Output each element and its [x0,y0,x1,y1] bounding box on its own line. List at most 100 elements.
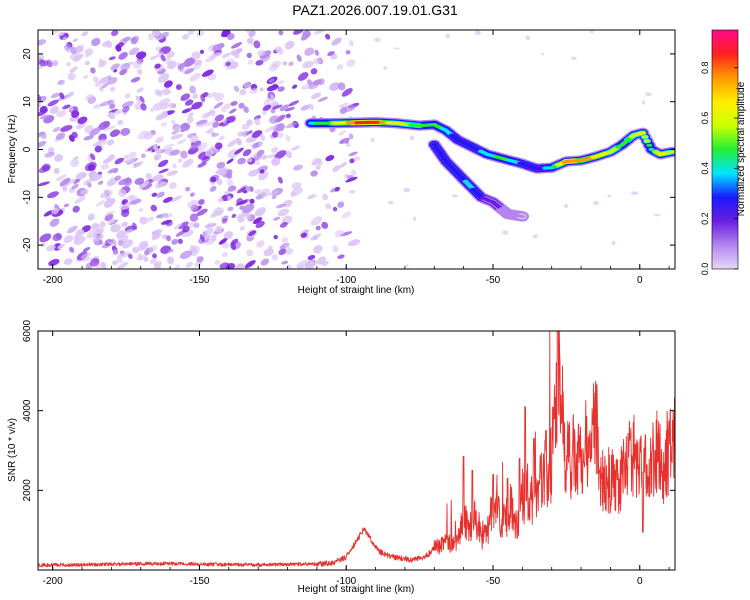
noise-blob [123,159,129,164]
branch-track-point [441,157,448,161]
noise-blob [177,238,183,244]
noise-blob [217,42,223,49]
noise-blob [349,158,355,164]
noise-blob [191,51,201,60]
noise-blob [170,133,184,140]
noise-blob [196,30,205,37]
noise-blob [204,56,216,63]
spectrogram-y-tick-label: 0 [22,146,33,152]
noise-blob [84,60,90,66]
noise-blob [451,194,459,198]
noise-blob [106,77,118,85]
noise-blob [149,258,158,264]
spectrogram-y-label: Frequency (Hz) [7,115,18,184]
noise-blob [116,230,126,239]
noise-blob [631,191,639,195]
snr-x-tick-label: -50 [486,576,501,587]
noise-blob [115,42,125,49]
noise-blob [272,83,278,89]
noise-blob [243,81,251,89]
noise-blob [230,101,238,106]
snr-ticks: -200 -150 -100 -50 0 2000 4000 6000 [22,319,675,587]
noise-blob [178,221,189,230]
noise-blob [154,180,165,189]
main-track-point [639,131,646,135]
noise-blob [92,233,98,238]
noise-blob [193,222,200,229]
noise-blob [151,228,163,237]
branch-track-point [431,143,438,147]
noise-blob [270,108,276,114]
noise-blob [121,100,134,109]
noise-blob [300,104,311,111]
noise-blob [230,238,239,245]
noise-blob [175,84,182,91]
noise-blob [314,49,319,56]
noise-blob [246,157,253,163]
noise-blob [57,32,65,37]
snr-y-tick-label: 6000 [22,319,33,342]
noise-blob [264,125,277,133]
noise-blob [343,137,349,145]
noise-blob [63,258,73,265]
noise-blob [177,64,184,72]
noise-blob [73,38,78,43]
noise-blob [227,195,232,201]
noise-blob [217,167,227,176]
noise-blob [190,204,199,212]
noise-blob [163,90,172,96]
noise-blob [374,37,381,42]
noise-blob [310,68,318,75]
noise-blob [83,135,94,141]
noise-blob [315,225,321,231]
noise-blob [134,177,145,185]
noise-blob [244,260,256,269]
noise-blob [55,132,66,140]
noise-blob [393,47,400,50]
noise-blob [100,100,112,107]
noise-blob [145,172,152,180]
noise-blob [157,73,170,83]
noise-blob [269,94,275,101]
noise-blob [57,243,65,250]
noise-blob [41,163,51,172]
noise-blob [260,188,271,197]
noise-blob [249,87,258,94]
noise-blob [75,172,87,180]
noise-blob [188,112,194,117]
noise-blob [189,142,202,150]
noise-blob [607,194,612,198]
noise-blob [641,100,646,105]
noise-blob [89,127,101,136]
noise-blob [117,251,130,258]
noise-blob [339,107,348,115]
noise-blob [288,100,300,107]
noise-blob [179,250,193,260]
noise-blob [199,49,205,54]
noise-blob [63,203,70,208]
noise-blob [230,42,243,49]
noise-blob [150,107,155,113]
noise-blob [246,37,255,44]
noise-blob [224,103,231,110]
noise-blob [288,61,294,67]
noise-blob [183,57,196,67]
noise-blob [279,221,288,228]
noise-blob [71,131,78,139]
noise-blob [325,33,331,40]
noise-blob [254,189,262,195]
noise-blob [38,140,47,148]
noise-blob [256,149,265,157]
noise-blob [214,114,225,122]
noise-blob [151,192,158,197]
noise-blob [242,149,252,157]
noise-blob [87,164,96,171]
noise-blob [114,109,122,115]
snr-y-tick-label: 4000 [22,399,33,422]
noise-blob [152,234,162,241]
noise-blob [155,46,162,52]
noise-blob [39,59,46,67]
noise-blob [92,234,104,242]
noise-blob [70,159,80,167]
noise-blob [258,142,263,146]
